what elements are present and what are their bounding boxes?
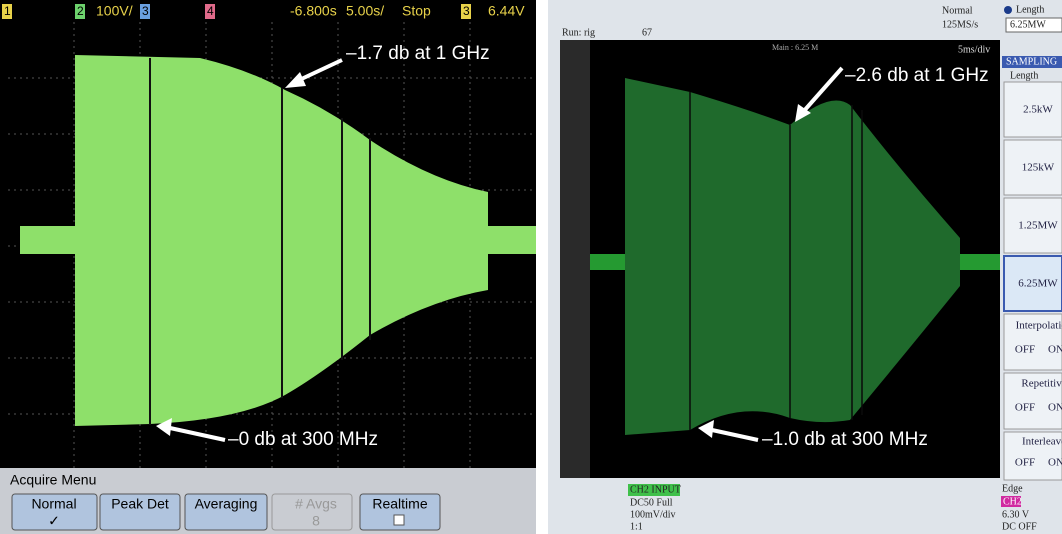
length-option-label: 125kW xyxy=(1022,162,1055,174)
trigger-line: 6.30 V xyxy=(1002,509,1030,520)
button-label: Peak Det xyxy=(111,496,169,512)
toggle-off: OFF xyxy=(1015,457,1035,469)
trigger-line: CH2 xyxy=(1003,496,1022,507)
toggle-title: Interleave xyxy=(1022,436,1062,448)
ch3: 3 xyxy=(142,4,149,18)
toggle-on: ON xyxy=(1048,402,1062,414)
knob-icon xyxy=(1004,6,1012,14)
sampling: SAMPLING xyxy=(1006,56,1057,67)
trigger-delay: -6.800s xyxy=(290,3,337,19)
ch4: 4 xyxy=(207,4,214,18)
page: 1 2 100V/ 3 4 -6.800s 5.00s/ Stop 3 6.44… xyxy=(0,0,1062,534)
run-state: Stop xyxy=(402,3,431,19)
button-sub: ✓ xyxy=(48,513,60,529)
length-option-label: 6.25MW xyxy=(1018,278,1058,290)
main-label: Main : 6.25 M xyxy=(772,43,818,52)
toggle-title: Interpolation xyxy=(1016,320,1062,332)
button-label: Realtime xyxy=(372,496,427,512)
toggle-title: Repetitive xyxy=(1021,378,1062,390)
channel-line: DC50 Full xyxy=(630,497,673,508)
button-label: Normal xyxy=(31,496,76,512)
annotation: –1.0 db at 300 MHz xyxy=(762,429,928,450)
ch1: 1 xyxy=(4,4,11,18)
channel-line: 1:1 xyxy=(630,521,643,532)
trigger-channel: 3 xyxy=(463,4,470,18)
sample-rate: 125MS/s xyxy=(942,19,978,30)
toggle-on: ON xyxy=(1048,457,1062,469)
acq-count: 67 xyxy=(642,27,652,38)
channel-line: 100mV/div xyxy=(630,509,676,520)
ch2: 2 xyxy=(77,4,84,18)
toggle-on: ON xyxy=(1048,344,1062,356)
menu-title: Acquire Menu xyxy=(10,472,96,488)
trigger-line: Edge xyxy=(1002,483,1023,494)
toggles: Interpolation OFF ON Repetitive OFF ON I… xyxy=(1004,314,1062,480)
toggle-off: OFF xyxy=(1015,344,1035,356)
acq-mode: Normal xyxy=(942,5,973,16)
length-option-label: 1.25MW xyxy=(1018,220,1058,232)
annotation: –1.7 db at 1 GHz xyxy=(346,43,490,64)
ch2-scale: 100V/ xyxy=(96,3,133,19)
left-strip xyxy=(560,40,590,478)
length-label: Length xyxy=(1010,70,1038,81)
trigger-line: DC OFF xyxy=(1002,521,1037,532)
right-trace-mid xyxy=(625,254,960,270)
length-option-label: 2.5kW xyxy=(1023,104,1053,116)
button-sub: 8 xyxy=(312,513,320,529)
time-scale: 5ms/div xyxy=(958,44,990,55)
menu-buttons: Normal ✓ Peak Det Averaging # Avgs 8 Rea… xyxy=(12,494,440,530)
time-scale: 5.00s/ xyxy=(346,3,384,19)
button-label: # Avgs xyxy=(295,496,337,512)
annotation: –0 db at 300 MHz xyxy=(228,429,378,450)
button-label: Averaging xyxy=(195,496,258,512)
toggle-off: OFF xyxy=(1015,402,1035,414)
annotation: –2.6 db at 1 GHz xyxy=(845,65,989,86)
length-title: Length xyxy=(1016,4,1044,15)
trigger-level: 6.44V xyxy=(488,3,525,19)
run-label: Run: rig xyxy=(562,27,595,38)
channel-line: CH2 INPUT xyxy=(630,484,681,495)
checkbox xyxy=(394,515,404,525)
length-value: 6.25MW xyxy=(1010,19,1046,30)
